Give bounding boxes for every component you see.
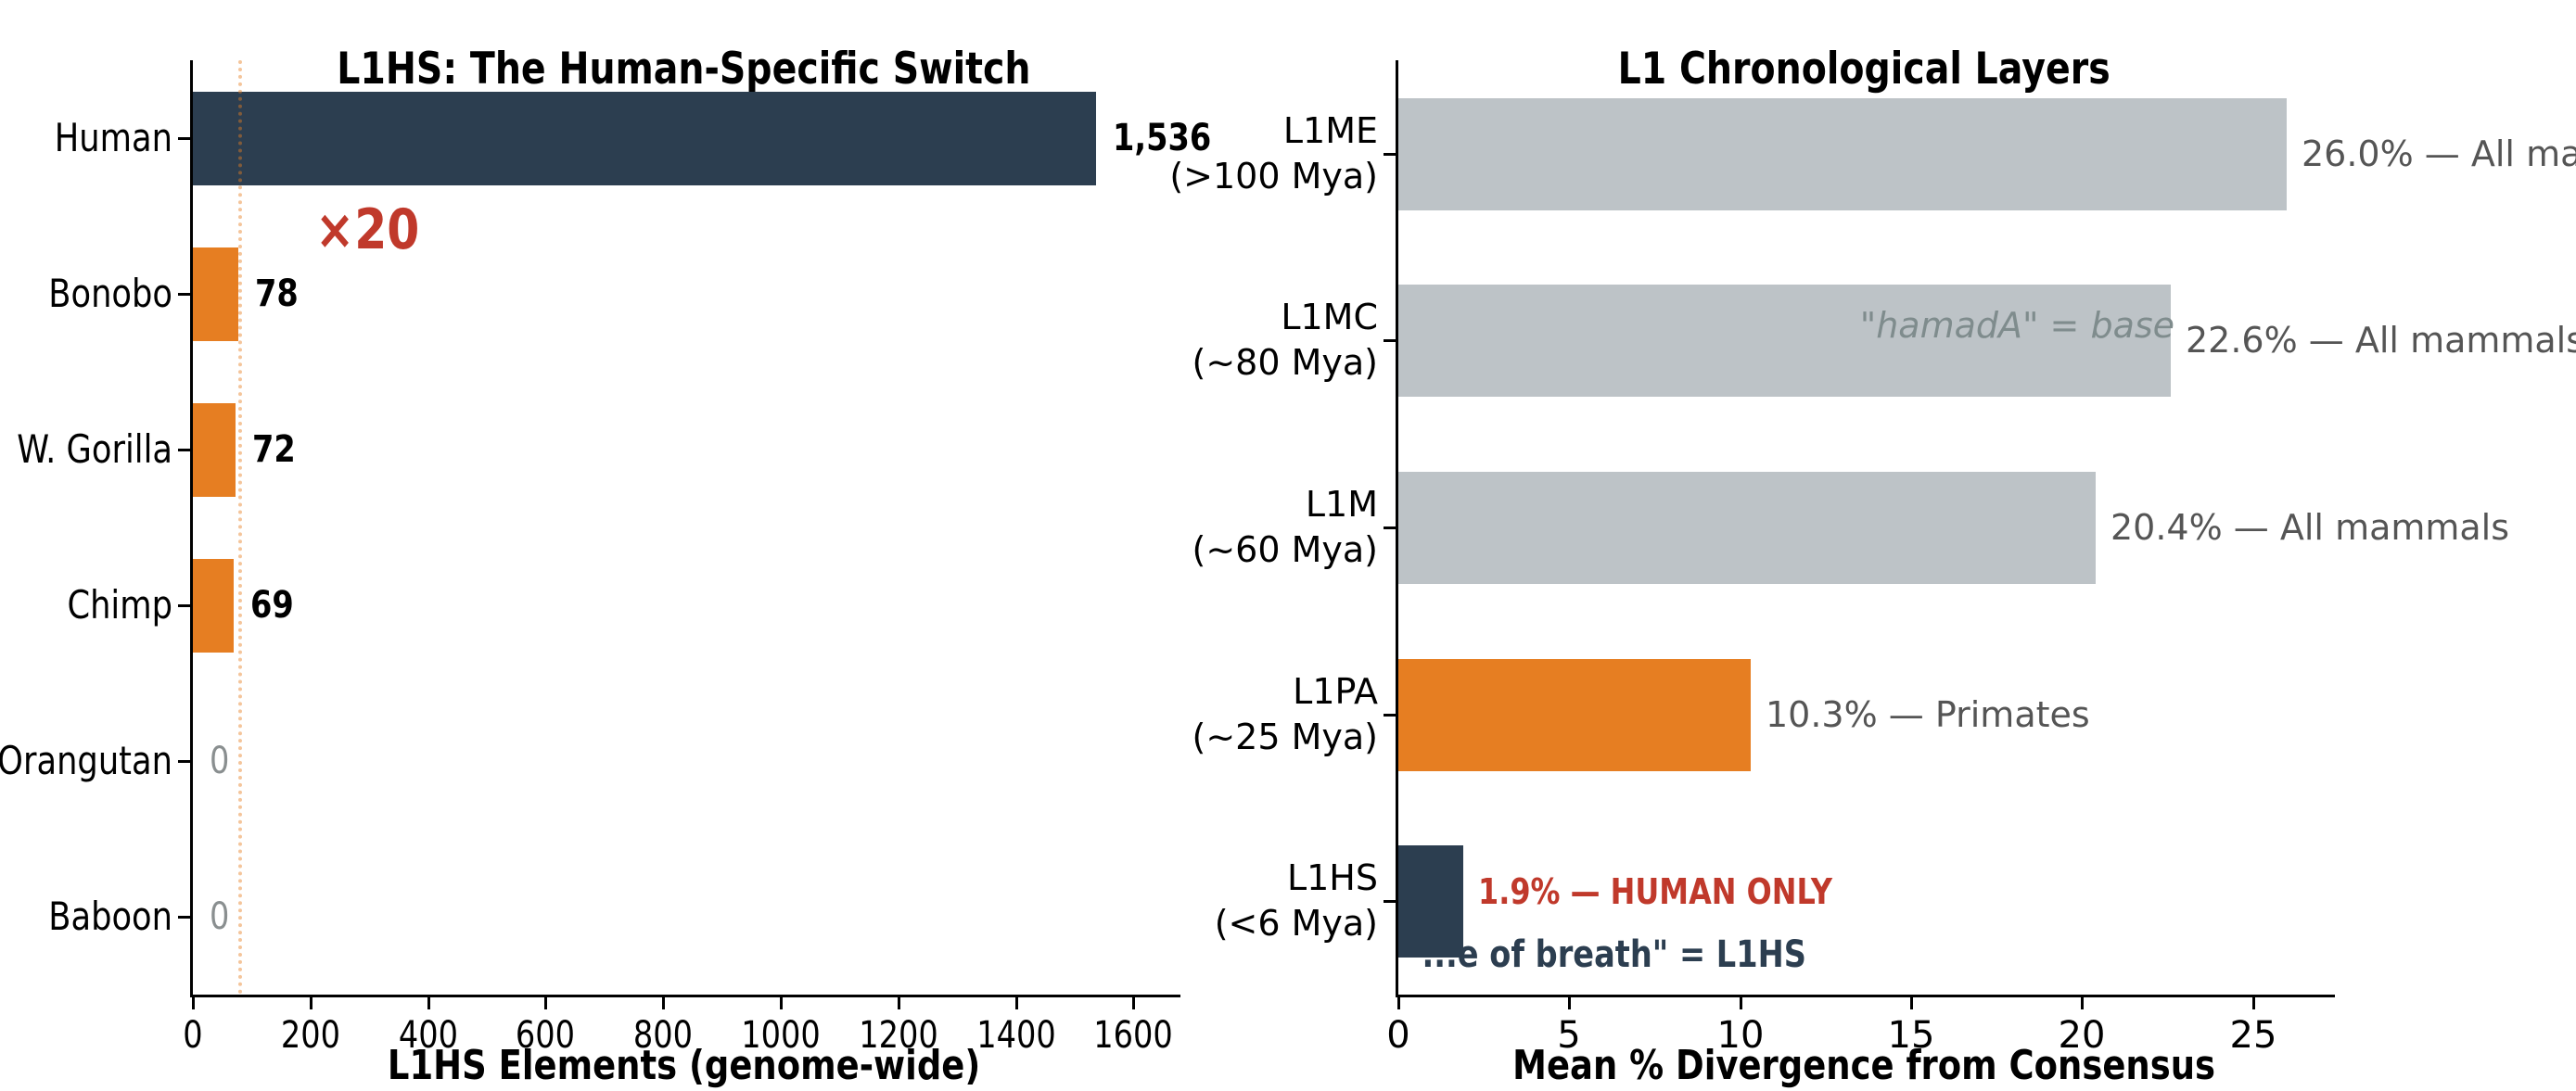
x-tick-mark — [2252, 997, 2255, 1009]
x-tick-mark — [544, 997, 547, 1009]
y-tick-mark — [178, 760, 190, 763]
bar-chimp — [193, 558, 234, 653]
xaxis-label-left: L1HS Elements (genome-wide) — [190, 1046, 1178, 1086]
x-tick-label: 1400 — [976, 1014, 1056, 1057]
x-tick-mark — [1397, 997, 1400, 1009]
x-tick-mark — [1568, 997, 1571, 1009]
value-label: 1,536 — [1113, 117, 1212, 159]
x-tick-mark — [310, 997, 312, 1009]
value-label: 10.3% — Primates — [1766, 694, 2090, 735]
x-tick-mark — [1015, 997, 1018, 1009]
x-tick-label: 600 — [515, 1014, 576, 1057]
x-tick-mark — [2081, 997, 2084, 1009]
y-tick-mark — [178, 293, 190, 296]
category-label: L1PA (~25 Mya) — [1192, 671, 1378, 757]
reference-line — [238, 60, 243, 995]
bar-l1pa — [1398, 658, 1751, 771]
xaxis-label-right-text: Mean % Divergence from Consensus — [1512, 1042, 2215, 1089]
x-tick-mark — [1132, 997, 1135, 1009]
x-tick-label: 0 — [1386, 1014, 1410, 1057]
value-label: 0 — [210, 895, 230, 938]
x-tick-label: 800 — [632, 1014, 694, 1057]
x-tick-label: 15 — [1887, 1014, 1935, 1057]
x-tick-label: 200 — [280, 1014, 341, 1057]
bar-l1m — [1398, 471, 2096, 584]
annotation-x20: ×20 — [315, 197, 420, 262]
bar-l1me — [1398, 97, 2287, 210]
x-tick-label: 20 — [2058, 1014, 2106, 1057]
x-tick-label: 5 — [1557, 1014, 1581, 1057]
x-tick-label: 10 — [1716, 1014, 1765, 1057]
y-tick-mark — [178, 916, 190, 919]
category-label: L1ME (>100 Mya) — [1169, 110, 1378, 197]
y-tick-mark — [1384, 339, 1396, 342]
chart-title-right-text: L1 Chronological Layers — [1617, 44, 2111, 95]
category-label: Human — [54, 115, 172, 161]
y-tick-mark — [1384, 900, 1396, 903]
category-label: Chimp — [67, 582, 172, 628]
y-tick-mark — [178, 137, 190, 140]
y-tick-mark — [178, 449, 190, 451]
value-label: 1.9% — HUMAN ONLY — [1478, 871, 1832, 912]
x-tick-label: 1200 — [859, 1014, 938, 1057]
value-label: 69 — [250, 584, 294, 627]
category-label: L1M (~60 Mya) — [1192, 484, 1378, 570]
category-label: Baboon — [48, 894, 172, 940]
value-label: 22.6% — All mammals — [2186, 320, 2576, 361]
value-label: 78 — [255, 273, 299, 315]
bar-human — [193, 91, 1096, 185]
category-label: W. Gorilla — [17, 426, 172, 473]
bar-l1mc — [1398, 284, 2171, 397]
x-tick-label: 25 — [2229, 1014, 2277, 1057]
annotation-breath-l1hs: "...e of breath" = L1HS — [1406, 933, 1806, 976]
category-label: Orangutan — [0, 738, 172, 784]
y-tick-mark — [1384, 714, 1396, 717]
category-label: L1MC (~80 Mya) — [1192, 297, 1378, 383]
x-tick-mark — [780, 997, 783, 1009]
x-tick-label: 400 — [398, 1014, 459, 1057]
category-label: Bonobo — [48, 271, 172, 317]
chart-title-left: L1HS: The Human-Specific Switch — [190, 44, 1178, 95]
plot-area-right: "hamadA" = base "...e of breath" = L1HS … — [1169, 60, 2576, 1054]
plot-area-left: ×20 Human 1,536 Bonobo 78 W. Gorilla 72 Chimp 6… — [0, 60, 1211, 1054]
bar-bonobo — [193, 247, 238, 341]
annotation-hamada: "hamadA" = base — [1859, 305, 2175, 346]
value-label: 26.0% — All mammals — [2302, 133, 2576, 174]
x-tick-label: 0 — [183, 1014, 203, 1057]
x-tick-mark — [1740, 997, 1742, 1009]
x-tick-mark — [192, 997, 195, 1009]
x-tick-mark — [662, 997, 665, 1009]
x-tick-label: 1600 — [1093, 1014, 1173, 1057]
bar-l1hs — [1398, 844, 1463, 958]
value-label: 20.4% — All mammals — [2111, 507, 2510, 548]
value-label: 0 — [210, 740, 230, 782]
x-tick-label: 1000 — [741, 1014, 821, 1057]
y-tick-mark — [1384, 526, 1396, 529]
bar-w-gorilla — [193, 402, 236, 497]
category-label: L1HS (<6 Mya) — [1214, 857, 1378, 944]
xaxis-label-right: Mean % Divergence from Consensus — [1396, 1046, 2332, 1086]
y-tick-mark — [178, 604, 190, 607]
x-tick-mark — [898, 997, 900, 1009]
chart-title-right: L1 Chronological Layers — [1396, 44, 2332, 95]
y-tick-mark — [1384, 153, 1396, 156]
xaxis-label-left-text: L1HS Elements (genome-wide) — [387, 1042, 981, 1089]
x-tick-mark — [1910, 997, 1913, 1009]
value-label: 72 — [252, 428, 296, 471]
chart-title-left-text: L1HS: The Human-Specific Switch — [337, 44, 1031, 95]
x-tick-mark — [427, 997, 430, 1009]
